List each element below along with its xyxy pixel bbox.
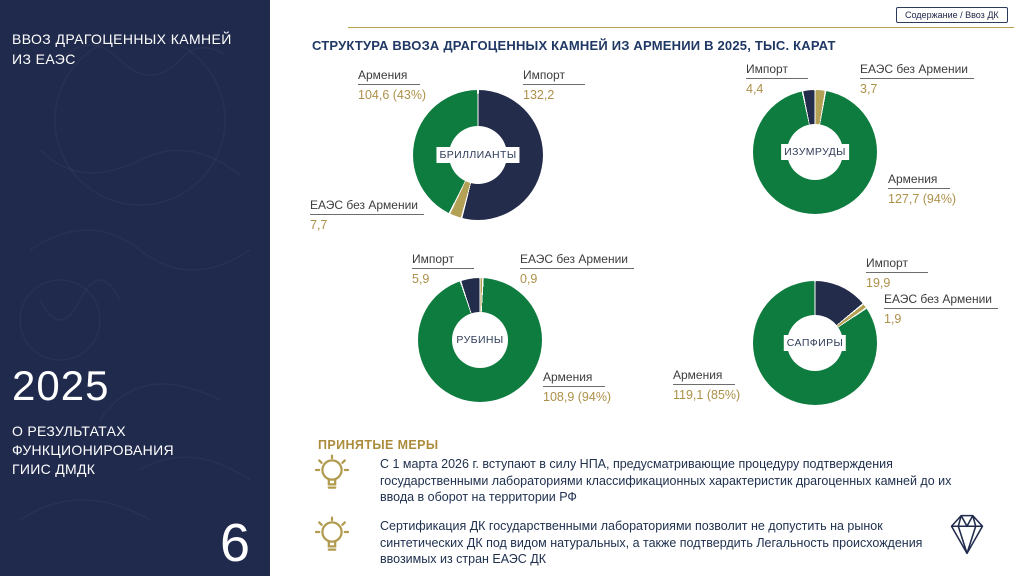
measure-item: С 1 марта 2026 г. вступают в силу НПА, п… (380, 457, 952, 504)
callout-diamonds-import: Импорт 132,2 (523, 68, 585, 102)
donut-center-label: ИЗУМРУДЫ (781, 144, 849, 160)
diamond-icon (950, 514, 984, 555)
header-divider-line (348, 27, 1014, 28)
callout-sapphires-import: Импорт 19,9 (866, 256, 928, 290)
lightbulb-icon (314, 516, 350, 551)
donut-chart-sapphires: САПФИРЫ (753, 281, 877, 405)
sidebar-title: ВВОЗ ДРАГОЦЕННЫХ КАМНЕЙ ИЗ ЕАЭС (12, 31, 232, 67)
callout-diamonds-eaeu: ЕАЭС без Армении 7,7 (310, 198, 424, 232)
page-number: 6 (219, 513, 250, 573)
callout-emeralds-eaeu: ЕАЭС без Армении 3,7 (860, 62, 974, 96)
sidebar-year: 2025 (12, 362, 110, 409)
callout-rubies-armenia: Армения 108,9 (94%) (543, 370, 612, 404)
donut-chart-diamonds: БРИЛЛИАНТЫ (413, 90, 543, 220)
callout-emeralds-import: Импорт 4,4 (746, 62, 808, 96)
callout-sapphires-eaeu: ЕАЭС без Армении 1,9 (884, 292, 998, 326)
donut-chart-rubies: РУБИНЫ (418, 278, 542, 402)
donut-chart-emeralds: ИЗУМРУДЫ (753, 90, 877, 214)
donut-center-label: БРИЛЛИАНТЫ (436, 147, 520, 163)
measure-item: Сертификация ДК государственными лаборат… (380, 519, 923, 566)
measures-heading: ПРИНЯТЫЕ МЕРЫ (318, 438, 439, 452)
callout-rubies-eaeu: ЕАЭС без Армении 0,9 (520, 252, 634, 286)
sidebar: ВВОЗ ДРАГОЦЕННЫХ КАМНЕЙ ИЗ ЕАЭС 2025 О Р… (0, 0, 270, 576)
callout-rubies-import: Импорт 5,9 (412, 252, 474, 286)
sidebar-subtitle: О РЕЗУЛЬТАТАХ ФУНКЦИОНИРОВАНИЯ ГИИС ДМДК (12, 423, 174, 477)
page-title: СТРУКТУРА ВВОЗА ДРАГОЦЕННЫХ КАМНЕЙ ИЗ АР… (312, 38, 836, 53)
donut-center-label: САПФИРЫ (783, 335, 847, 351)
callout-sapphires-armenia: Армения 119,1 (85%) (673, 368, 741, 402)
eagle-emblem-decoration (0, 0, 270, 576)
lightbulb-icon (314, 454, 350, 489)
breadcrumb[interactable]: Содержание / Ввоз ДК (896, 7, 1008, 23)
callout-emeralds-armenia: Армения 127,7 (94%) (888, 172, 957, 206)
callout-diamonds-armenia: Армения 104,6 (43%) (358, 68, 427, 102)
donut-center-label: РУБИНЫ (453, 332, 507, 348)
